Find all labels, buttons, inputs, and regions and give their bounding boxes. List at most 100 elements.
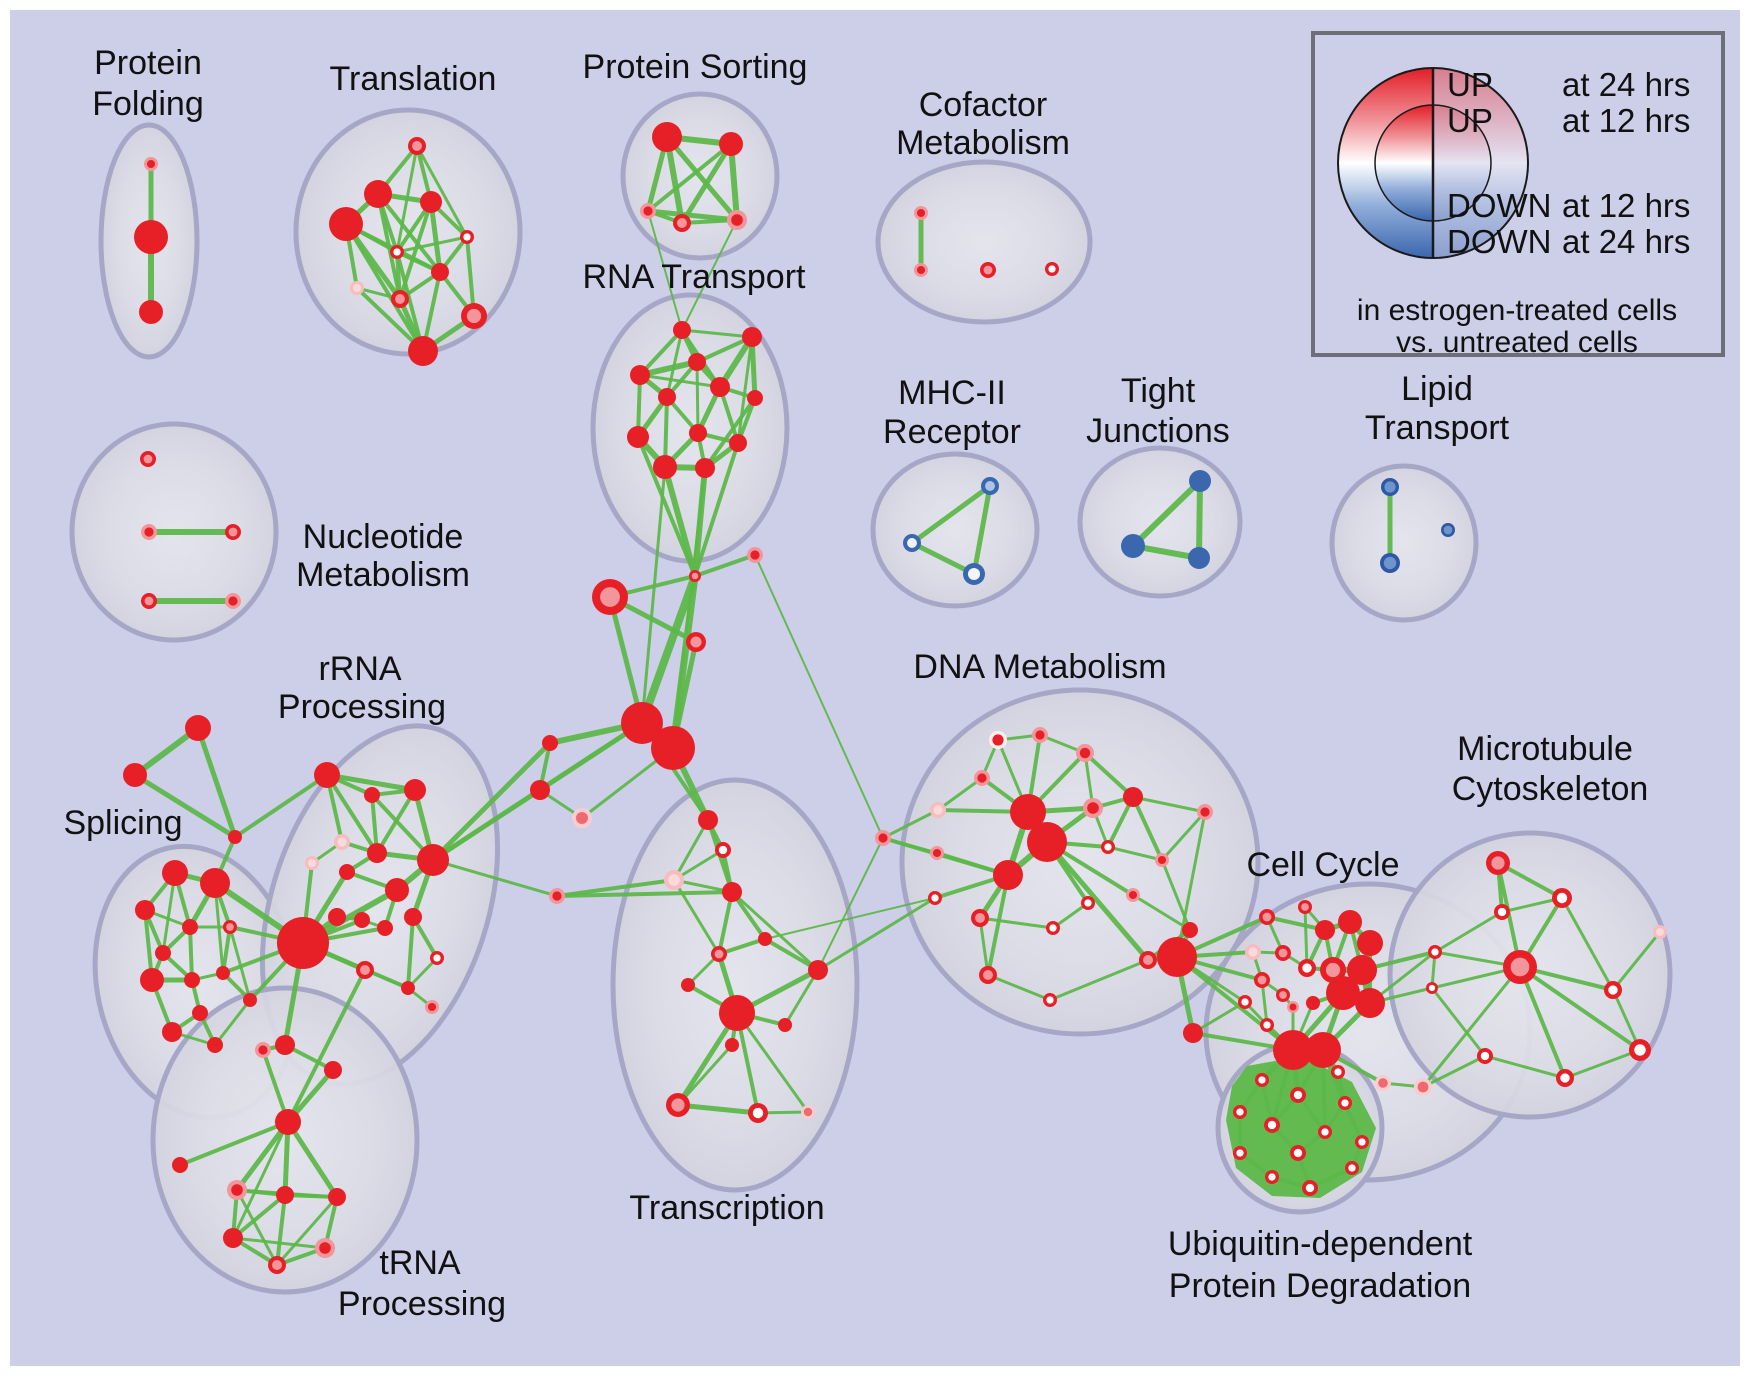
network-edge bbox=[646, 142, 733, 213]
network-node-tc9 bbox=[808, 960, 828, 980]
network-node-core-lp3 bbox=[1443, 525, 1453, 535]
network-node-core-rr17 bbox=[427, 1002, 437, 1012]
cluster-label-nucleotide-metabolism: Nucleotide bbox=[303, 518, 464, 556]
network-node-tr2 bbox=[364, 180, 392, 208]
network-node-rt8 bbox=[689, 424, 707, 442]
network-node-core-cc15 bbox=[1289, 1003, 1297, 1011]
network-node-rr8 bbox=[417, 844, 449, 876]
network-edge bbox=[936, 776, 984, 812]
network-node-hub2 bbox=[651, 726, 695, 770]
network-node-tn3 bbox=[276, 1186, 294, 1204]
network-node-core-rb1 bbox=[258, 1045, 268, 1055]
network-edge bbox=[717, 890, 734, 956]
network-node-core-rr4 bbox=[337, 837, 347, 847]
network-node-core-dm3 bbox=[1079, 747, 1091, 759]
network-edge bbox=[465, 235, 476, 318]
network-edge bbox=[375, 788, 417, 855]
network-edge bbox=[415, 144, 469, 239]
network-node-tc6 bbox=[758, 932, 772, 946]
network-edge bbox=[1106, 845, 1164, 862]
network-edge bbox=[607, 594, 645, 726]
network-node-cc17 bbox=[1326, 976, 1360, 1010]
network-node-dm10 bbox=[1010, 794, 1046, 830]
network-node-rt1 bbox=[673, 321, 691, 339]
cluster-label-lipid-transport: Transport bbox=[1365, 409, 1510, 447]
cluster-label-splicing: Splicing bbox=[63, 804, 182, 842]
cluster-label-tight-junctions: Junctions bbox=[1086, 412, 1230, 450]
network-edge bbox=[355, 286, 425, 353]
network-node-rt11 bbox=[653, 455, 677, 479]
network-node-core-tc14 bbox=[752, 1107, 764, 1119]
network-edge bbox=[1518, 965, 1642, 1052]
cluster-label-nucleotide-metabolism: Metabolism bbox=[296, 556, 470, 594]
network-edge bbox=[1083, 751, 1135, 799]
network-node-core-nu4 bbox=[144, 596, 154, 606]
network-node-rt12 bbox=[695, 458, 715, 478]
network-edge bbox=[555, 890, 734, 898]
network-edge bbox=[1175, 810, 1207, 959]
network-node-core-nu2 bbox=[144, 527, 154, 537]
network-edge bbox=[1611, 930, 1662, 992]
cluster-label-ubiquitin-degradation: Protein Degradation bbox=[1169, 1267, 1471, 1305]
network-edge bbox=[693, 553, 757, 578]
network-node-core-cn2 bbox=[691, 572, 699, 580]
network-node-dm12 bbox=[993, 860, 1023, 890]
network-node-core-dm15 bbox=[931, 894, 939, 902]
network-edge bbox=[978, 916, 990, 977]
network-edge bbox=[1175, 955, 1295, 1052]
cluster-label-trna-processing: tRNA bbox=[379, 1244, 461, 1282]
network-node-core-dm2 bbox=[1035, 730, 1045, 740]
network-edge bbox=[221, 925, 232, 975]
network-node-tc1 bbox=[698, 810, 718, 830]
network-edge bbox=[662, 464, 698, 579]
network-node-core-cc11 bbox=[1257, 975, 1267, 985]
network-node-core-mt5 bbox=[1510, 957, 1530, 977]
network-edge bbox=[645, 208, 740, 223]
network-node-cc4 bbox=[1338, 910, 1362, 934]
network-node-tr7 bbox=[431, 263, 449, 281]
network-node-core-pf1 bbox=[146, 159, 156, 169]
network-node-core-dm20 bbox=[1200, 807, 1210, 817]
network-edge bbox=[325, 773, 379, 855]
network-node-core-tn6 bbox=[272, 1260, 282, 1270]
network-edge bbox=[664, 134, 740, 223]
network-node-core-ub2 bbox=[1293, 1090, 1303, 1100]
network-node-cc0 bbox=[1183, 1023, 1203, 1043]
network-node-core-ub3 bbox=[1341, 1099, 1349, 1107]
network-edge bbox=[909, 540, 977, 577]
network-node-core-dm14 bbox=[1157, 855, 1167, 865]
cluster-ellipse-lipid-transport bbox=[1329, 463, 1479, 623]
network-edge bbox=[285, 1119, 340, 1200]
network-edge bbox=[132, 725, 201, 778]
network-node-core-dm22 bbox=[1143, 955, 1153, 965]
network-node-core-dm9 bbox=[932, 848, 942, 858]
network-edge bbox=[909, 483, 993, 546]
network-node-core-tr10 bbox=[466, 308, 482, 324]
network-node-rt10 bbox=[729, 434, 747, 452]
network-node-sp4 bbox=[182, 919, 198, 935]
cluster-label-cofactor-metabolism: Metabolism bbox=[896, 124, 1070, 162]
network-edge bbox=[1421, 965, 1522, 1089]
network-edge bbox=[1433, 910, 1504, 954]
network-edge bbox=[395, 250, 425, 353]
network-node-dm5 bbox=[1123, 787, 1143, 807]
cluster-ellipse-mhc-ii-receptor bbox=[870, 451, 1040, 609]
network-edge bbox=[971, 483, 993, 577]
network-node-tc5 bbox=[722, 882, 742, 902]
network-node-core-rr5 bbox=[307, 858, 317, 868]
network-node-core-tc4 bbox=[552, 891, 562, 901]
network-node-rr1 bbox=[314, 762, 340, 788]
network-node-core-lp2 bbox=[1383, 556, 1397, 570]
network-edge bbox=[1160, 810, 1207, 862]
network-node-cc16 bbox=[1306, 996, 1320, 1010]
network-node-core-cc1 bbox=[1262, 912, 1272, 922]
network-edge bbox=[231, 1193, 287, 1240]
network-node-core-dm24 bbox=[983, 970, 993, 980]
network-node-tn1 bbox=[172, 1157, 188, 1173]
network-node-core-dm19 bbox=[1128, 890, 1138, 900]
network-edge bbox=[428, 199, 443, 275]
network-edge bbox=[728, 141, 740, 223]
network-node-cc18 bbox=[1355, 988, 1385, 1018]
network-node-core-cn7 bbox=[576, 812, 588, 824]
network-node-core-tc2 bbox=[718, 845, 728, 855]
